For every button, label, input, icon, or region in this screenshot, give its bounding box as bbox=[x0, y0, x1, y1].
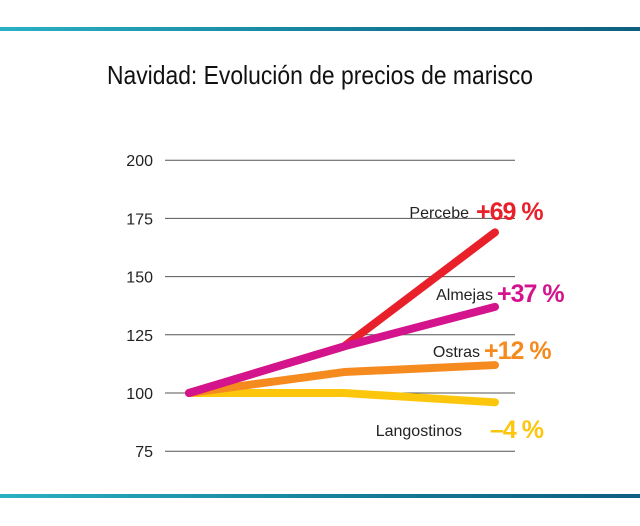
series-change-label: –4 % bbox=[490, 416, 544, 444]
series-line-ostras bbox=[185, 361, 499, 397]
series-change-label: +12 % bbox=[484, 337, 551, 365]
series-label: Ostras bbox=[433, 344, 480, 361]
series-change-label: +69 % bbox=[476, 198, 543, 226]
top-rule bbox=[0, 27, 640, 31]
y-tick-label: 175 bbox=[126, 211, 153, 228]
y-tick-label: 75 bbox=[135, 444, 153, 461]
bottom-rule bbox=[0, 494, 640, 498]
series-line-langostinos bbox=[185, 389, 499, 407]
y-tick-label: 150 bbox=[126, 270, 153, 287]
series-label: Percebe bbox=[409, 205, 469, 222]
chart-title: Navidad: Evolución de precios de marisco bbox=[106, 60, 534, 90]
y-tick-label: 200 bbox=[126, 153, 153, 170]
series-label: Langostinos bbox=[376, 423, 462, 440]
series-change-label: +37 % bbox=[497, 280, 564, 308]
y-tick-label: 100 bbox=[126, 386, 153, 403]
series-label: Almejas bbox=[436, 287, 493, 304]
series-line-almejas bbox=[185, 302, 499, 397]
y-tick-label: 125 bbox=[126, 328, 153, 345]
